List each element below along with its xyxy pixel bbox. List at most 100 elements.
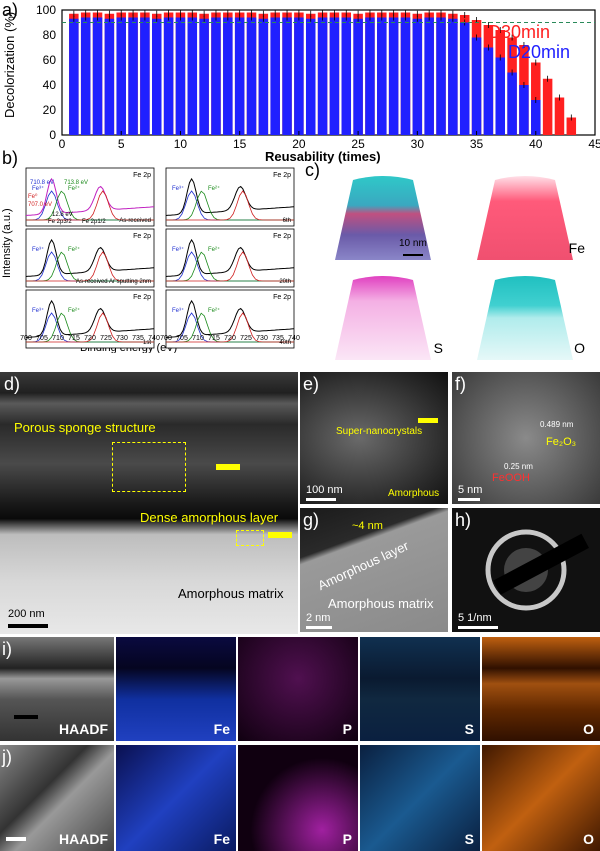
bar-d20: [519, 85, 529, 135]
g-scale-text: 2 nm: [306, 612, 331, 624]
bar-d20: [116, 17, 126, 135]
bar-d20: [152, 18, 162, 135]
fe2-label: Fe²⁺: [208, 246, 220, 253]
bar-d20: [199, 18, 209, 135]
xps-frame: [165, 228, 295, 288]
apt-scalebar: [403, 254, 423, 256]
super-label: Super-nanocrystals: [336, 426, 423, 437]
feooh-label: FeOOH: [492, 472, 530, 484]
j-haadf: j) HAADF: [0, 745, 114, 851]
f-scalebar: [458, 498, 480, 501]
fe3-label: Fe³⁺: [172, 185, 184, 192]
fe2o3-label: Fe₂O₃: [546, 436, 577, 448]
apt-fe-label: Fe: [568, 240, 585, 256]
y-tick-label: 60: [43, 53, 57, 67]
panel-j: j) HAADF Fe P S O: [0, 745, 600, 851]
x-tick-label: 0: [59, 137, 66, 151]
bar-d20: [69, 18, 79, 135]
i-haadf-label: HAADF: [59, 721, 108, 737]
xps-curve: [165, 238, 295, 277]
apt-s-label: S: [433, 340, 443, 356]
i-scalebar: [14, 715, 38, 719]
xps-xtick: 740: [288, 335, 300, 342]
x-tick-label: 35: [470, 137, 484, 151]
bar-d20: [471, 37, 482, 135]
x-tick-label: 30: [411, 137, 425, 151]
y-tick-label: 100: [36, 3, 56, 17]
bar-d20: [234, 17, 245, 135]
bar-d20: [448, 18, 458, 135]
i-p: P: [238, 637, 358, 741]
xps-ylabel: Intensity (a.u.): [1, 208, 13, 278]
xps-tag: Fe 2p: [273, 172, 291, 179]
xps-xtick: 720: [84, 335, 96, 342]
xps-curve: [165, 177, 295, 216]
panel-b-label: b): [2, 148, 19, 168]
xps-tag: Fe 2p: [133, 294, 151, 301]
bar-d20: [223, 17, 233, 135]
xps-xtick: 725: [100, 335, 112, 342]
j-fe-label: Fe: [213, 831, 230, 847]
panel-d: d) Porous sponge structure Dense amorpho…: [0, 372, 298, 634]
bar-d20: [163, 17, 174, 135]
xps-fit-component: [26, 190, 154, 221]
xps-xtick: 730: [116, 335, 128, 342]
y-tick-label: 0: [49, 128, 56, 142]
i-o-label: O: [583, 721, 594, 737]
x-tick-label: 40: [529, 137, 543, 151]
bar-d20: [270, 17, 280, 135]
j-p: P: [238, 745, 358, 851]
bar-d20: [128, 17, 138, 135]
xps-tag: Fe 2p: [273, 294, 291, 301]
bar-d20: [305, 18, 316, 135]
i-p-label: P: [342, 721, 352, 737]
panel-h-label: h): [455, 510, 472, 530]
bar-d20: [329, 17, 340, 135]
bar-d20: [507, 72, 517, 135]
apt-o-label: O: [574, 340, 585, 356]
x-tick-label: 45: [588, 137, 600, 151]
panel-b: b) Intensity (a.u.) Binding energy (eV) …: [0, 148, 300, 353]
bar-d20: [531, 100, 541, 135]
y-tick-label: 40: [43, 78, 57, 92]
xps-xtick: 735: [272, 335, 284, 342]
bar-d30: [542, 78, 553, 135]
xps-spectra: Intensity (a.u.) Binding energy (eV) Fe …: [1, 167, 300, 353]
xps-xtick: 710: [52, 335, 64, 342]
fe3-label: Fe³⁺: [32, 246, 44, 253]
xps-frame: [165, 167, 295, 227]
xps-xtick: 705: [176, 335, 188, 342]
bar-d20: [365, 17, 375, 135]
bar-d20: [353, 18, 363, 135]
bar-d20: [459, 22, 470, 135]
d1-label: 0.489 nm: [540, 420, 574, 429]
j-fe: Fe: [116, 745, 236, 851]
xps-xtick: 735: [132, 335, 144, 342]
bar-d20: [400, 17, 411, 135]
bar-d20: [388, 17, 399, 135]
xps-xtick: 700: [160, 335, 172, 342]
i-fe: Fe: [116, 637, 236, 741]
bar-d20: [246, 17, 257, 135]
xps-fit-component: [166, 312, 294, 343]
xps-fit-component: [166, 251, 294, 282]
xps-tag: Fe 2p: [273, 233, 291, 240]
xps-fit-component: [26, 251, 154, 282]
panel-i: i) HAADF Fe P S O: [0, 637, 600, 741]
e-scale-text: 100 nm: [306, 484, 343, 496]
h-scale-text: 5 1/nm: [458, 612, 492, 624]
xps-curve: [25, 299, 155, 338]
i-o: O: [482, 637, 600, 741]
fe2-label: Fe²⁺: [68, 185, 80, 192]
xps-frame: [25, 228, 155, 288]
xps-frame: [25, 289, 155, 349]
f-scale-text: 5 nm: [458, 484, 483, 496]
fe2-label: Fe²⁺: [208, 307, 220, 314]
i-haadf: i) HAADF: [0, 637, 114, 741]
j-p-label: P: [342, 831, 352, 847]
panel-e: e) Super-nanocrystals Amorphous 100 nm: [300, 372, 448, 504]
xps-xtick: 700: [20, 335, 32, 342]
thick-label: ~4 nm: [352, 520, 383, 532]
xps-xtick: 705: [36, 335, 48, 342]
i-s: S: [360, 637, 480, 741]
